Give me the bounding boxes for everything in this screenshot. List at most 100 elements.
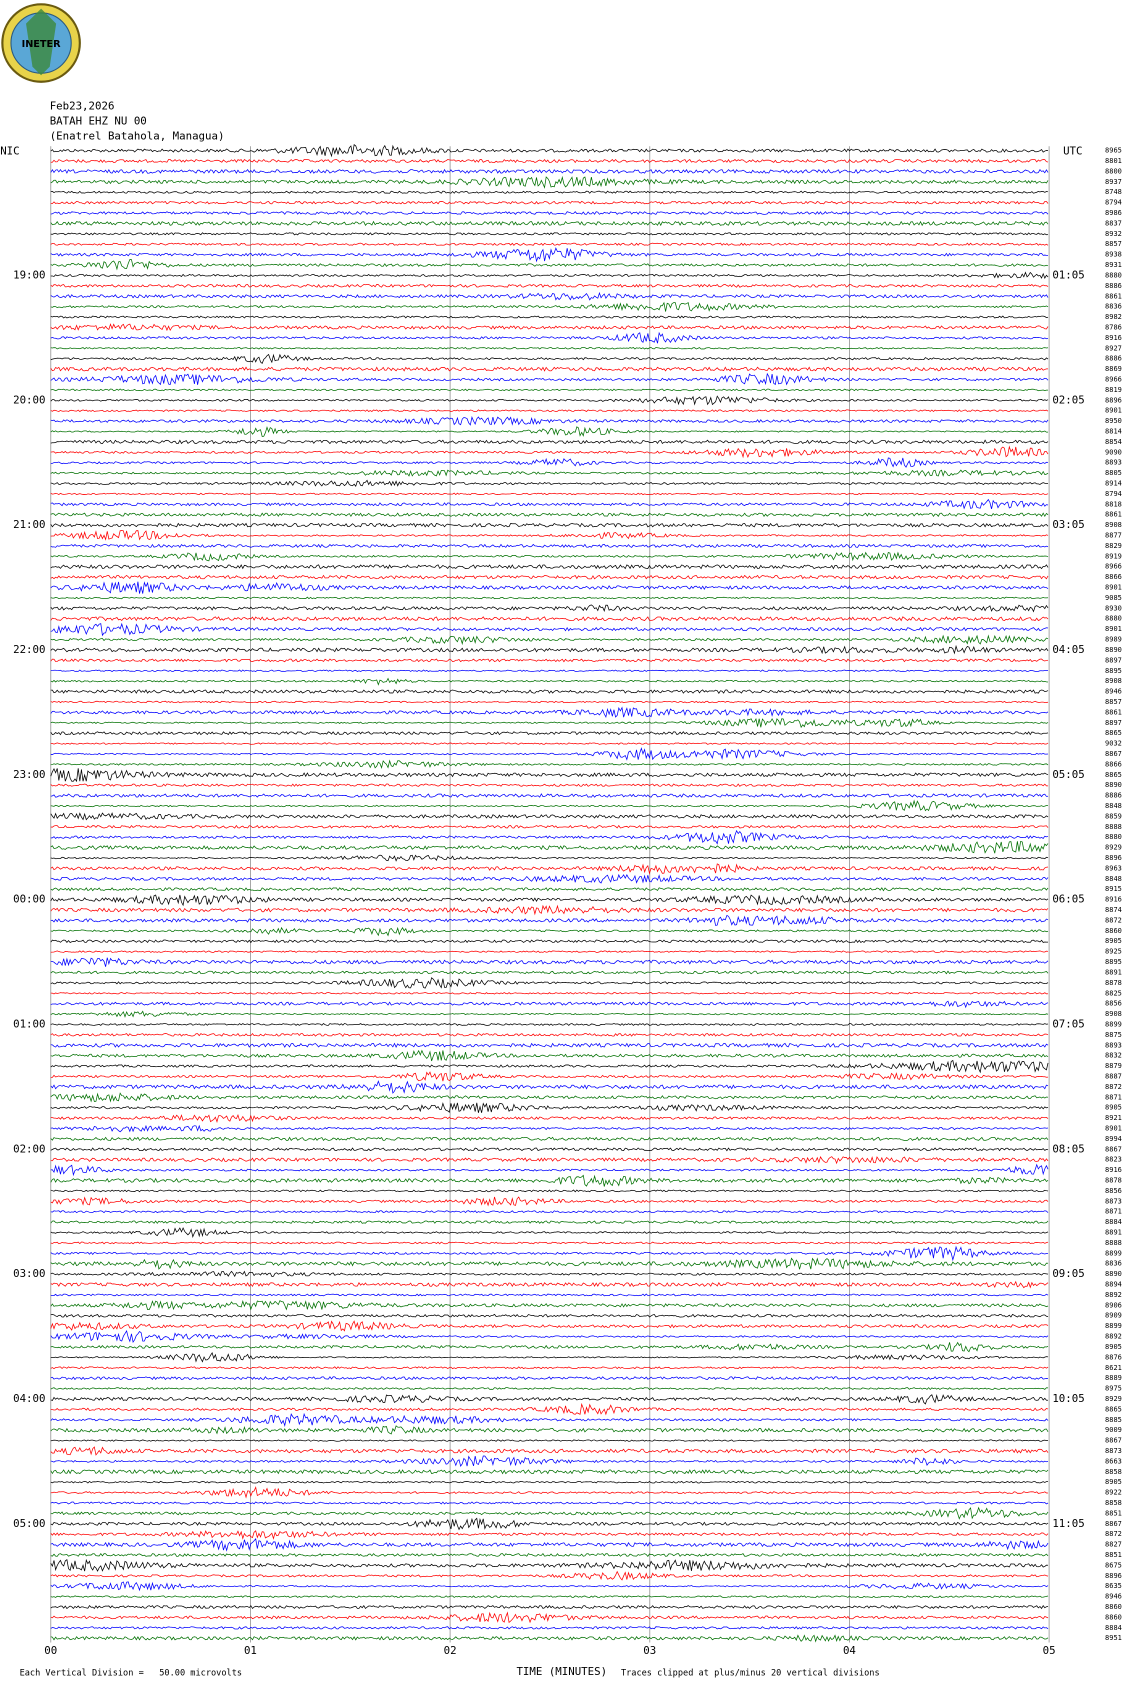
left-hour-label: 21:00 — [13, 518, 45, 531]
right-hour-label: 05:05 — [1052, 768, 1084, 781]
trace — [50, 522, 1049, 528]
header-date: Feb23,2026 — [50, 100, 115, 113]
trace — [50, 232, 1049, 236]
trace-label: 8929 — [1105, 844, 1122, 852]
right-hour-label: 06:05 — [1052, 893, 1084, 906]
trace — [50, 581, 1049, 594]
trace-label: 9085 — [1105, 594, 1122, 602]
left-zone: NIC — [0, 145, 19, 158]
trace — [50, 622, 1049, 637]
trace-label: 8867 — [1105, 1145, 1122, 1153]
trace-label: 8905 — [1105, 1104, 1122, 1112]
trace-label: 8823 — [1105, 1156, 1122, 1164]
trace — [50, 793, 1049, 798]
trace-label: 8897 — [1105, 719, 1122, 727]
trace — [50, 1506, 1049, 1520]
trace-label: 8905 — [1105, 1343, 1122, 1351]
trace-label: 8916 — [1105, 1166, 1122, 1174]
scale-note: Each Vertical Division = 50.00 microvolt… — [20, 1668, 242, 1678]
x-tick-label: 03 — [643, 1644, 656, 1657]
trace-label: 8989 — [1105, 636, 1122, 644]
trace — [50, 1455, 1049, 1467]
x-tick-label: 02 — [444, 1644, 457, 1657]
trace — [50, 1241, 1049, 1245]
trace — [50, 1189, 1049, 1193]
trace-label: 8896 — [1105, 1572, 1122, 1580]
left-hour-label: 23:00 — [13, 768, 45, 781]
trace-label: 8888 — [1105, 1239, 1122, 1247]
trace — [50, 824, 1049, 829]
trace — [50, 445, 1049, 459]
trace — [50, 574, 1049, 580]
trace-label: 8901 — [1105, 1124, 1122, 1132]
trace — [50, 409, 1049, 413]
right-hour-label: 01:05 — [1052, 268, 1084, 281]
trace-label: 8805 — [1105, 469, 1122, 477]
left-hour-label: 01:00 — [13, 1017, 45, 1030]
trace-label: 8897 — [1105, 656, 1122, 664]
trace-label: 8869 — [1105, 365, 1122, 373]
trace-label: 8899 — [1105, 1020, 1122, 1028]
trace — [50, 1022, 1049, 1026]
trace — [50, 211, 1049, 215]
trace-label: 8848 — [1105, 802, 1122, 810]
trace-label: 8865 — [1105, 771, 1122, 779]
trace-label: 8851 — [1105, 1551, 1122, 1559]
trace — [50, 1227, 1049, 1238]
trace — [50, 469, 1049, 477]
trace — [50, 669, 1049, 673]
trace — [50, 512, 1049, 518]
trace — [50, 768, 1049, 783]
trace — [50, 1102, 1049, 1113]
right-hour-label: 02:05 — [1052, 393, 1084, 406]
trace — [50, 498, 1049, 510]
trace — [50, 1293, 1049, 1297]
trace-label: 8860 — [1105, 1613, 1122, 1621]
trace-label: 8819 — [1105, 386, 1122, 394]
trace — [50, 457, 1049, 468]
trace-label: 8890 — [1105, 781, 1122, 789]
trace — [50, 1320, 1049, 1332]
trace-label: 8880 — [1105, 271, 1122, 279]
trace-label: 8867 — [1105, 1437, 1122, 1445]
trace-label: 8916 — [1105, 334, 1122, 342]
trace-label: 8861 — [1105, 708, 1122, 716]
trace — [50, 863, 1049, 875]
trace-label: 8906 — [1105, 1301, 1122, 1309]
x-tick-label: 00 — [44, 1644, 57, 1657]
trace-label: 8975 — [1105, 1385, 1122, 1393]
trace-label: 8896 — [1105, 854, 1122, 862]
trace — [50, 1341, 1049, 1353]
trace — [50, 1010, 1049, 1018]
trace-label: 8865 — [1105, 1405, 1122, 1413]
trace — [50, 1412, 1049, 1428]
trace-label: 8866 — [1105, 573, 1122, 581]
trace-label: 8829 — [1105, 542, 1122, 550]
trace-label: 8872 — [1105, 916, 1122, 924]
trace — [50, 1581, 1049, 1592]
trace — [50, 1486, 1049, 1499]
right-zone: UTC — [1063, 145, 1082, 158]
trace-label: 8908 — [1105, 1010, 1122, 1018]
trace-label: 8836 — [1105, 1260, 1122, 1268]
trace — [50, 596, 1049, 600]
right-hour-label: 03:05 — [1052, 518, 1084, 531]
trace-label: 8871 — [1105, 1093, 1122, 1101]
trace-label: 8861 — [1105, 511, 1122, 519]
trace — [50, 492, 1049, 496]
trace-label: 8905 — [1105, 1478, 1122, 1486]
trace — [50, 1092, 1049, 1103]
trace-label: 8896 — [1105, 396, 1122, 404]
trace — [50, 644, 1049, 655]
trace — [50, 1480, 1049, 1484]
trace-label: 8875 — [1105, 1031, 1122, 1039]
trace — [50, 615, 1049, 622]
trace — [50, 812, 1049, 821]
trace-label: 8893 — [1105, 1041, 1122, 1049]
trace — [50, 1080, 1049, 1094]
trace — [50, 977, 1049, 989]
trace-label: 8887 — [1105, 1072, 1122, 1080]
trace-label: 8888 — [1105, 823, 1122, 831]
